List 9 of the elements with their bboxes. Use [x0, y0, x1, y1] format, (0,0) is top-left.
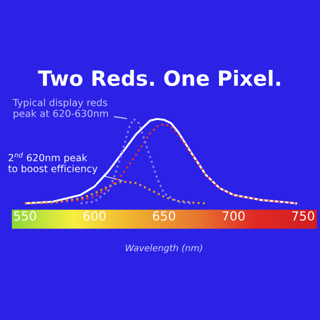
- annotation: 2$^{nd}$ 620nm peak to boost efficiency: [8, 152, 98, 174]
- x-tick-label: 550: [14, 211, 36, 221]
- x-tick-label: 700: [222, 211, 245, 221]
- x-tick-label: 650: [152, 211, 176, 221]
- x-tick-label: 600: [83, 211, 106, 221]
- annotation: Typical display reds peak at 620-630nm: [12, 98, 108, 119]
- x-tick-label: 750: [292, 211, 314, 221]
- chart-title: Two Reds. One Pixel.: [38, 70, 280, 86]
- x-axis-title: Wavelength (nm): [126, 244, 202, 254]
